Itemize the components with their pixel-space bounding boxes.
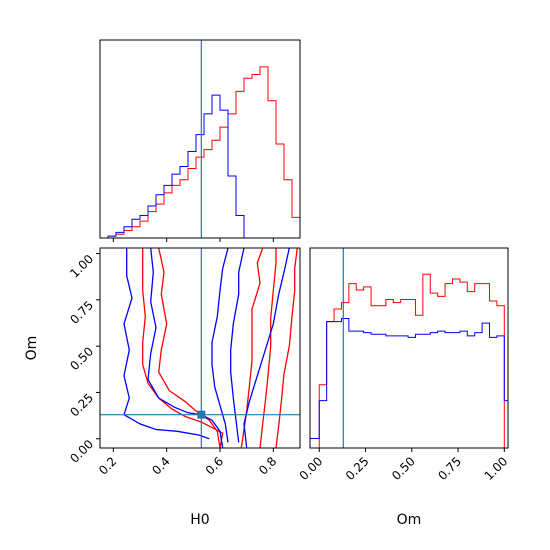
om-tick-label: 0.50 — [67, 344, 96, 373]
om-bottom-tick-label: 0.25 — [343, 454, 372, 483]
h0-om-joint-panel: 0.2 0.4 0.6 0.8 0.00 0.25 0.50 0.75 1.00 — [67, 247, 301, 478]
h0-histogram-red — [100, 66, 300, 238]
om-bottom-tick-label: 0.50 — [389, 454, 418, 483]
om-bottom-tick-label: 0.00 — [297, 454, 326, 483]
truth-marker — [197, 410, 206, 419]
h0-tick-label: 0.2 — [96, 454, 119, 477]
h0-tick-label: 0.6 — [203, 454, 226, 477]
h0-marginal-frame — [99, 39, 301, 239]
h0-axis-label: H0 — [190, 512, 209, 528]
h0-tick-label: 0.4 — [149, 454, 172, 477]
contour-blue-8 — [230, 248, 245, 443]
contour-blue-9 — [243, 248, 290, 448]
contour-red-3 — [275, 248, 298, 448]
contour-blue-6 — [147, 248, 224, 448]
om-bottom-tick-label: 0.75 — [435, 454, 464, 483]
h0-tick-label: 0.8 — [256, 454, 279, 477]
om-marginal-panel: 0.00 0.25 0.50 0.75 1.00 — [297, 247, 511, 483]
om-bottom-tick-label: 1.00 — [482, 454, 511, 483]
h0-marginal-panel — [99, 39, 301, 242]
om-histogram-red — [310, 273, 508, 448]
om-tick-label: 0.25 — [67, 391, 96, 420]
om-marginal-frame — [309, 247, 509, 449]
om-axis-label-left: Om — [24, 336, 40, 361]
om-tick-label: 1.00 — [67, 252, 96, 281]
h0-histogram-blue — [100, 94, 300, 238]
contour-blue-7 — [211, 248, 229, 443]
joint-frame — [99, 247, 301, 449]
contour-red-1 — [240, 248, 264, 448]
contour-red-0 — [142, 248, 224, 448]
contour-red-4 — [158, 248, 221, 448]
om-histogram-blue — [310, 317, 508, 448]
om-tick-label: 0.00 — [67, 437, 96, 466]
om-axis-label-bottom: Om — [397, 512, 422, 528]
contour-red-2 — [259, 248, 277, 448]
om-tick-label: 0.75 — [67, 298, 96, 327]
contour-blue-5 — [123, 248, 210, 440]
